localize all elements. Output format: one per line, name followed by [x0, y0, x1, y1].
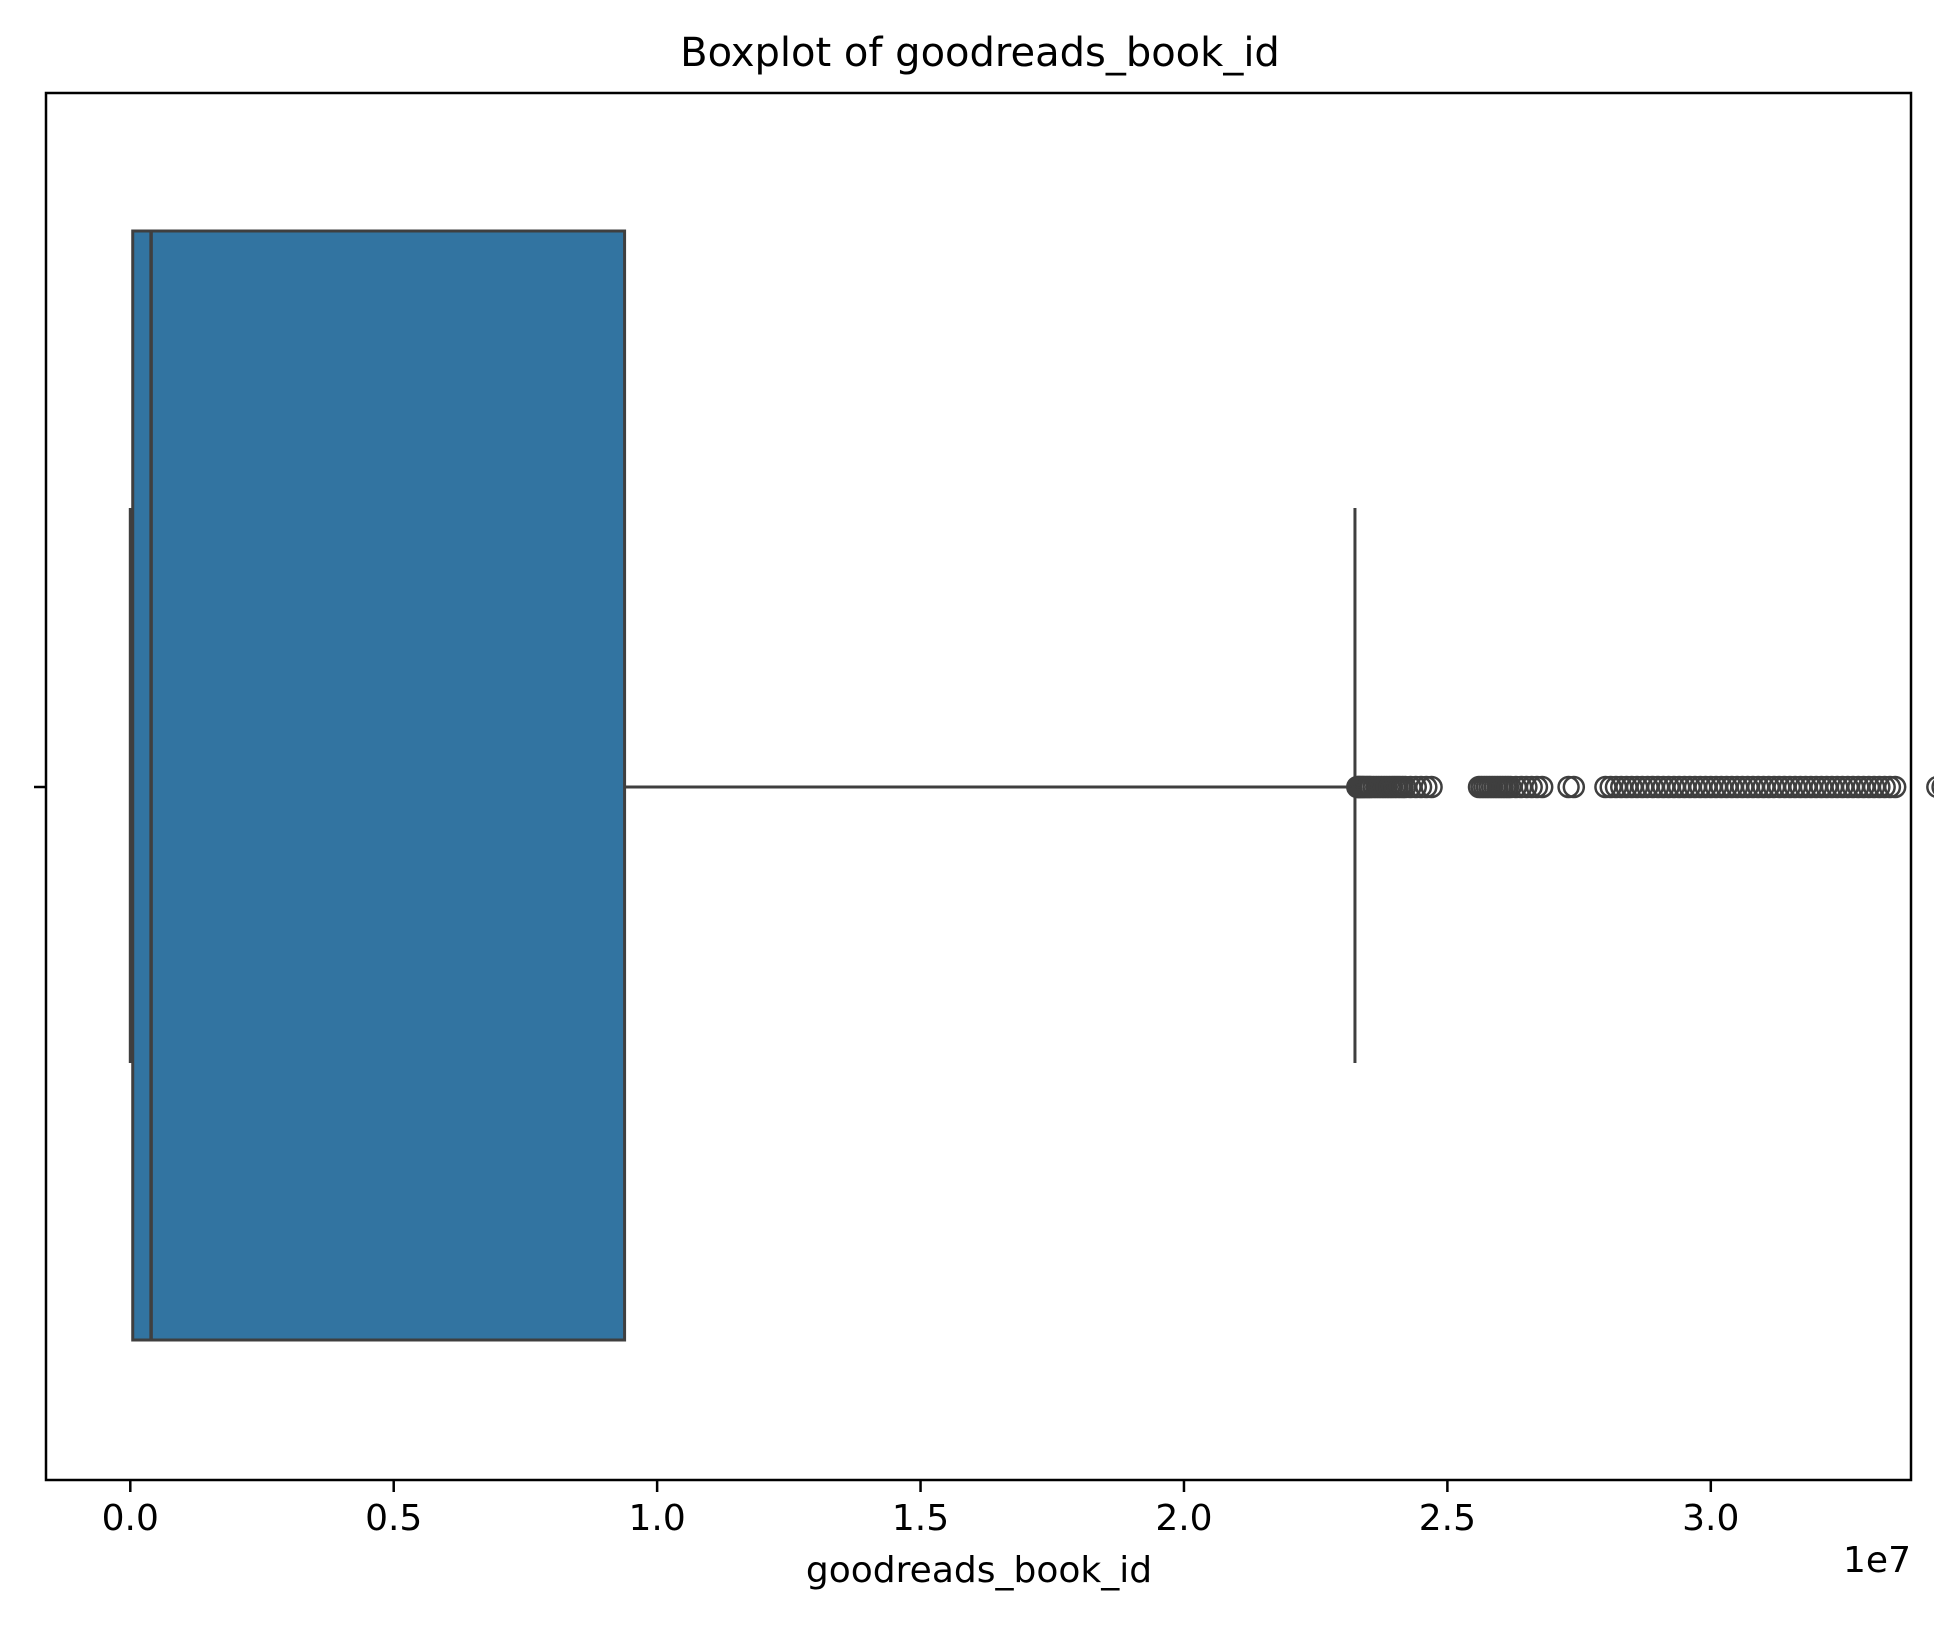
outlier-point: [1420, 775, 1443, 799]
outlier-point: [1415, 775, 1438, 799]
outlier-point: [1868, 775, 1891, 799]
x-tick-label: 3.0: [1682, 1498, 1739, 1539]
outlier-point: [1883, 775, 1907, 799]
box-iqr: [131, 229, 627, 1342]
outlier-point: [1931, 779, 1934, 795]
outlier-point: [1530, 775, 1554, 799]
plot-area: [128, 229, 1934, 1342]
x-tick-label: 1.0: [628, 1498, 685, 1539]
x-axis-ticks: 0.0 0.5 1.0 1.5 2.0 2.5 3.0: [102, 1480, 1739, 1539]
outlier-point: [1873, 775, 1896, 799]
outlier-point: [1525, 775, 1549, 799]
outlier-point: [1878, 775, 1902, 799]
outlier-point: [1404, 775, 1428, 799]
x-tick-label: 0.0: [102, 1498, 159, 1539]
x-tick-label: 1.5: [892, 1498, 949, 1539]
outlier-point: [1557, 775, 1580, 799]
x-tick-label: 2.0: [1155, 1498, 1212, 1539]
x-tick-label: 2.5: [1419, 1498, 1476, 1539]
x-axis-offset-label: 1e7: [1843, 1540, 1911, 1581]
outlier-point: [1926, 776, 1934, 798]
outlier-point: [1562, 775, 1586, 799]
chart-title: Boxplot of goodreads_book_id: [680, 30, 1280, 76]
outlier-point: [1409, 775, 1433, 799]
outlier-point: [1520, 775, 1543, 799]
x-tick-label: 0.5: [365, 1498, 422, 1539]
outlier-point: [1515, 775, 1538, 799]
x-axis-label: goodreads_book_id: [806, 1550, 1152, 1591]
